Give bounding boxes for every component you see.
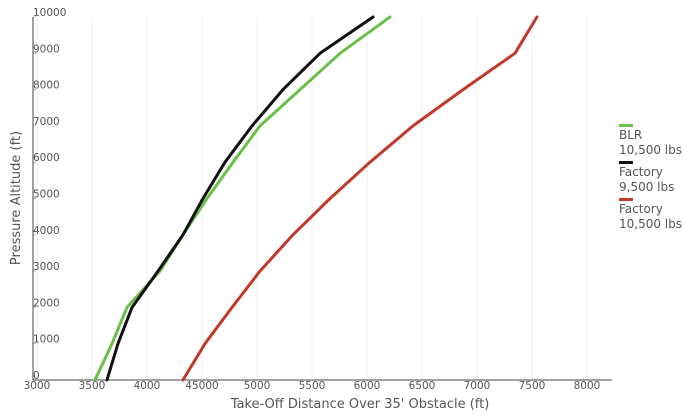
x-tick-label: 8000 — [574, 380, 601, 392]
x-tick-label: 6500 — [409, 380, 436, 392]
x-axis-label: Take-Off Distance Over 35' Obstacle (ft) — [230, 397, 490, 412]
y-tick-label: 10000 — [33, 7, 66, 19]
legend-entry: Factory 9,500 lbs — [619, 161, 684, 195]
y-tick-label: 8000 — [33, 80, 60, 92]
x-tick-label: 3500 — [79, 380, 106, 392]
x-tick-label: 6000 — [354, 380, 381, 392]
x-tick-label: 4000 — [134, 380, 161, 392]
x-tick-label: 3000 — [24, 380, 51, 392]
legend-entry: Factory 10,500 lbs — [619, 198, 684, 232]
legend-swatch — [619, 161, 633, 164]
y-tick-label: 6000 — [33, 152, 60, 164]
y-tick-label: 5000 — [33, 189, 60, 201]
legend-label: Factory 9,500 lbs — [619, 165, 675, 194]
x-tick-label: 5000 — [244, 380, 271, 392]
y-tick-label: 4000 — [33, 225, 60, 237]
legend: BLR 10,500 lbs Factory 9,500 lbs Factory 1… — [619, 124, 684, 235]
x-tick-label: 5500 — [299, 380, 326, 392]
x-tick-label: 45000 — [185, 380, 218, 392]
x-tick-label: 7000 — [464, 380, 491, 392]
x-tick-label: 7500 — [519, 380, 546, 392]
y-tick-label: 7000 — [33, 116, 60, 128]
y-tick-label: 9000 — [33, 43, 60, 55]
series-line — [93, 15, 392, 382]
series-line — [181, 15, 539, 382]
y-tick-label: 2000 — [33, 297, 60, 309]
y-tick-label: 3000 — [33, 261, 60, 273]
series-line — [105, 15, 375, 382]
legend-swatch — [619, 124, 633, 127]
legend-swatch — [619, 198, 633, 201]
legend-label: BLR 10,500 lbs — [619, 128, 683, 157]
y-axis-label: Pressure Altitude (ft) — [9, 131, 24, 265]
y-tick-label: 0 — [33, 370, 40, 382]
legend-label: Factory 10,500 lbs — [619, 202, 683, 231]
y-tick-label: 1000 — [33, 334, 60, 346]
legend-entry: BLR 10,500 lbs — [619, 124, 684, 158]
